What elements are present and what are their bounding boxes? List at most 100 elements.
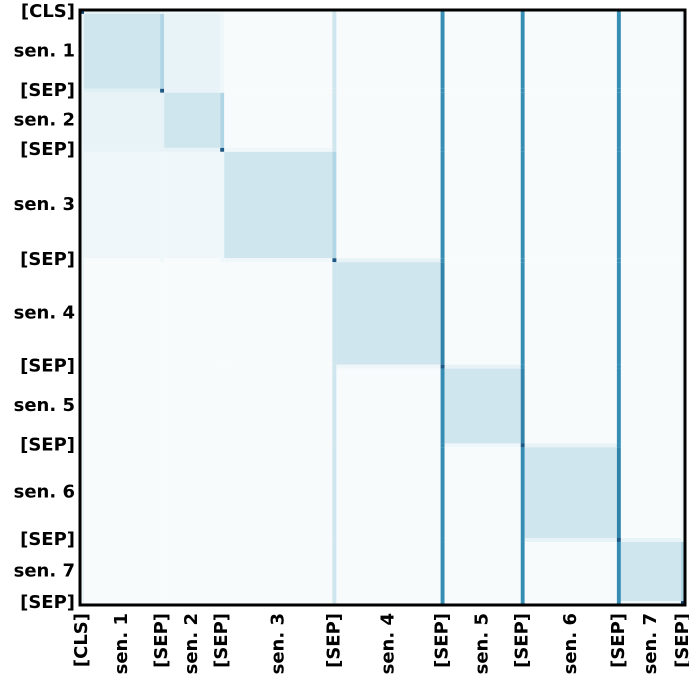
heat-cell [440,147,445,152]
heat-cell [220,538,225,542]
heat-cell [336,538,441,542]
heat-cell [84,541,161,602]
heat-cell [84,147,161,152]
heat-cell [520,447,525,539]
heat-cell [224,10,333,14]
heat-cell [336,88,441,93]
heat-cell [224,92,333,148]
heat-cell [680,541,685,602]
heat-cell [80,447,85,539]
x-tick-label: [SEP] [512,613,533,668]
heat-cell [524,258,617,263]
heat-cell [680,13,685,89]
heat-cell [620,364,681,369]
heat-cell [620,541,681,602]
heat-cell [520,151,525,259]
heat-cell [524,92,617,148]
x-tick-label: sen. 4 [378,613,399,674]
heat-cell [616,88,621,93]
heat-cell [520,262,525,365]
y-tick-label: sen. 2 [14,109,75,130]
heat-cell [220,10,225,14]
heat-cell [620,88,681,93]
heat-cell [524,151,617,259]
x-tick-label: sen. 7 [640,613,661,674]
heat-cell [616,601,621,605]
heat-cell [336,262,441,365]
heat-cell [80,443,85,448]
heat-cell [80,258,85,263]
heat-cell [616,262,621,365]
heat-cell [616,541,621,602]
heat-cell [524,364,617,369]
heat-cell [220,258,225,263]
heat-cell [336,147,441,152]
heat-cell [680,151,685,259]
heat-cell [444,538,521,542]
plot-frame [78,8,687,607]
heat-cell [332,368,337,444]
heat-cell [444,364,521,369]
heat-cell [84,364,161,369]
heat-cell [160,364,165,369]
heat-cell [620,10,681,14]
heat-cell [80,364,85,369]
heat-cell [220,88,225,93]
heat-cell [524,262,617,365]
heat-cell [164,541,221,602]
heat-cell [444,151,521,259]
heat-cell [616,151,621,259]
heat-cell [220,262,225,365]
heat-cell [440,538,445,542]
heat-cell [616,443,621,448]
y-tick-label: sen. 7 [14,561,75,582]
heat-cell [520,364,525,369]
heat-cell [440,10,445,14]
heat-cell [224,368,333,444]
heat-cell [84,447,161,539]
y-tick-label: [CLS] [21,1,75,22]
heat-cell [332,443,337,448]
heat-cell [224,262,333,365]
heat-cell [160,443,165,448]
heat-cell [332,258,337,263]
heat-cell [84,88,161,93]
heat-cell [524,443,617,448]
x-tick-label: sen. 3 [267,613,288,674]
heat-cell [680,88,685,93]
heat-cell [444,447,521,539]
x-tick-label: [SEP] [151,613,172,668]
heat-cell [680,147,685,152]
heat-cell [332,601,337,605]
heat-cell [220,147,225,152]
heat-cell [440,601,445,605]
heat-cell [524,541,617,602]
heat-cell [332,262,337,365]
heat-cell [336,151,441,259]
heat-cell [616,258,621,263]
heat-cell [520,443,525,448]
heat-cell [524,447,617,539]
heat-cell [444,147,521,152]
y-tick-label: [SEP] [20,434,75,455]
heat-cell [160,601,165,605]
heat-cell [680,601,685,605]
heat-cell [524,88,617,93]
heat-cell [444,10,521,14]
heat-cell [84,151,161,259]
heat-cell [80,88,85,93]
heat-cell [224,147,333,152]
heat-cell [84,258,161,263]
heat-cell [520,92,525,148]
y-tick-label: [SEP] [20,356,75,377]
y-tick-label: sen. 1 [14,40,75,61]
heat-cell [616,10,621,14]
heat-cell [220,447,225,539]
heat-cell [220,368,225,444]
heat-cell [220,443,225,448]
heat-cell [332,13,337,89]
heat-cell [220,151,225,259]
x-tick-label: [SEP] [608,613,629,668]
x-tick-label: sen. 1 [111,613,132,674]
heat-cell [84,262,161,365]
